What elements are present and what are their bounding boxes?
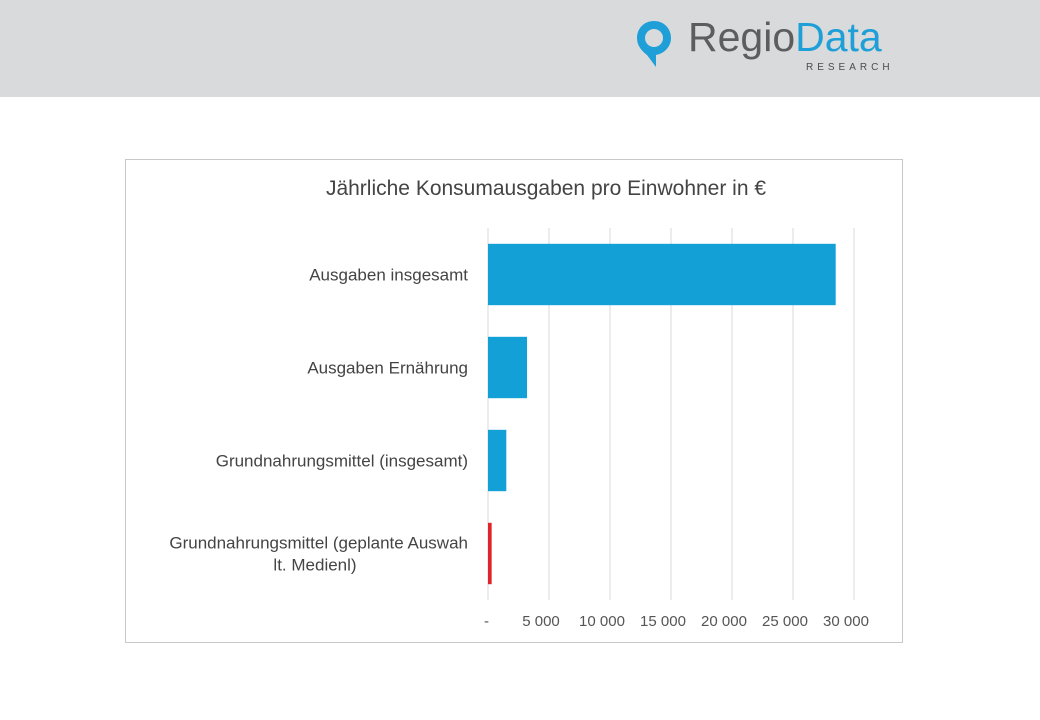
bar <box>488 429 507 492</box>
category-label: Grundnahrungsmittel (insgesamt) <box>216 452 468 471</box>
chart-title: Jährliche Konsumausgaben pro Einwohner i… <box>326 177 766 200</box>
category-label: Ausgaben insgesamt <box>309 266 468 285</box>
x-tick-label: 20 000 <box>701 613 747 630</box>
location-pin-icon <box>637 21 671 67</box>
x-tick-label: - <box>484 613 489 630</box>
header-band <box>0 0 1040 97</box>
bar-chart: Jährliche Konsumausgaben pro Einwohner i… <box>169 177 869 630</box>
category-label: Grundnahrungsmittel (geplante Auswah <box>169 534 468 553</box>
bar <box>488 243 836 306</box>
category-labels: Ausgaben insgesamt Ausgaben Ernährung Grun… <box>169 266 468 575</box>
x-tick-label: 10 000 <box>579 613 625 630</box>
logo-research: RESEARCH <box>806 62 894 73</box>
regiodata-logo: RegioData RESEARCH <box>636 14 906 78</box>
x-tick-label: 15 000 <box>640 613 686 630</box>
logo-wordmark: RegioData <box>688 14 882 61</box>
tick-labels: - 5 000 10 000 15 000 20 000 25 000 30 000 <box>484 613 869 630</box>
bars <box>488 243 836 585</box>
x-tick-label: 30 000 <box>823 613 869 630</box>
logo-word-data: Data <box>795 14 882 60</box>
logo-word-regio: Regio <box>688 14 796 60</box>
category-label: Ausgaben Ernährung <box>307 359 468 378</box>
bar <box>488 336 528 399</box>
x-tick-label: 25 000 <box>762 613 808 630</box>
category-label: lt. Medienl) <box>273 556 356 575</box>
bar <box>488 522 492 585</box>
x-tick-label: 5 000 <box>522 613 560 630</box>
chart-frame: Jährliche Konsumausgaben pro Einwohner i… <box>125 159 903 643</box>
